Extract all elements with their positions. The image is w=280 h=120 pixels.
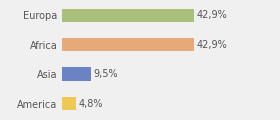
Bar xyxy=(62,67,91,81)
Bar xyxy=(62,9,194,22)
Bar xyxy=(62,38,194,51)
Text: 4,8%: 4,8% xyxy=(79,99,103,108)
Text: 42,9%: 42,9% xyxy=(196,40,227,50)
Bar xyxy=(62,97,76,110)
Text: 42,9%: 42,9% xyxy=(196,10,227,20)
Text: 9,5%: 9,5% xyxy=(93,69,118,79)
